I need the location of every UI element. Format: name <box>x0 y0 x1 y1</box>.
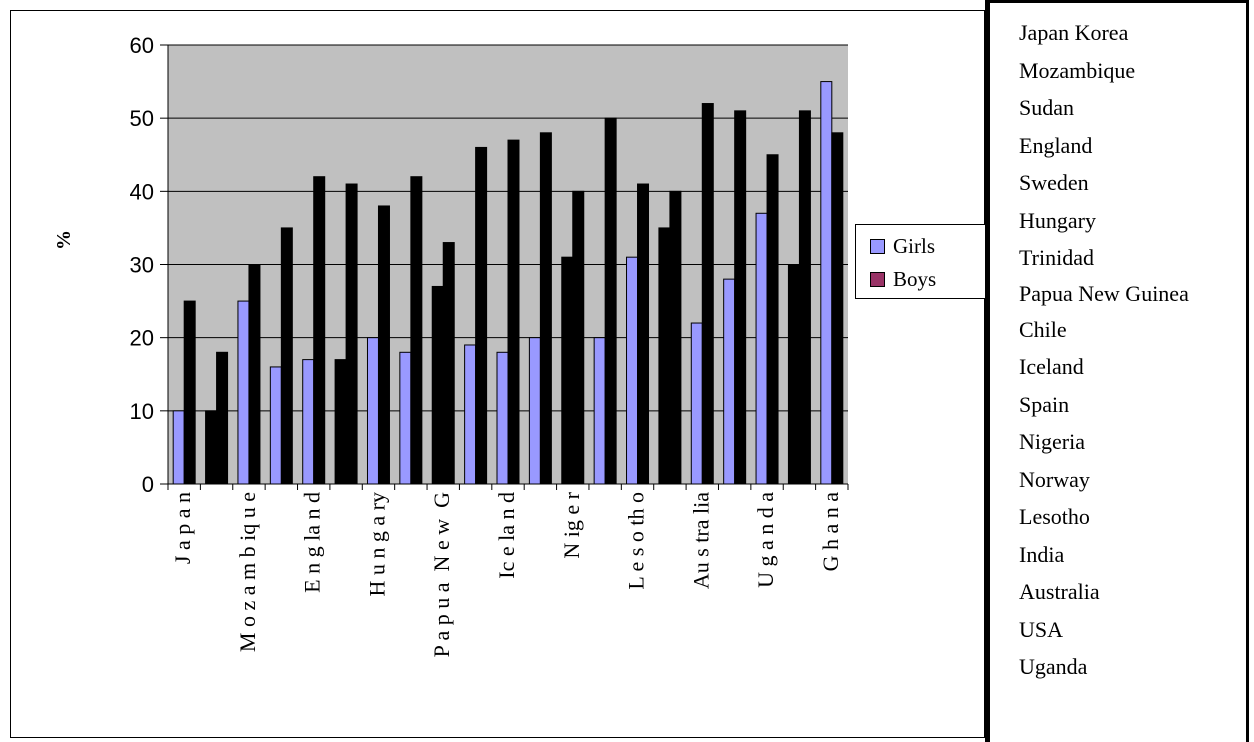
bar-girls <box>269 366 282 485</box>
legend-item-girls: Girls <box>870 233 935 259</box>
bar-boys <box>701 103 714 485</box>
bar-boys <box>248 264 261 485</box>
bar-boys <box>669 190 682 485</box>
country-list-panel: Japan Korea Mozambique Sudan England Swe… <box>985 0 1254 742</box>
x-tick-label: E n g la n d <box>300 492 325 593</box>
x-tick-label: L e s o th o <box>624 492 649 590</box>
x-tick-label: H u n g a ry <box>364 492 389 596</box>
legend-swatch-girls <box>870 238 885 254</box>
bar-boys <box>475 146 488 485</box>
bar-boys <box>183 300 196 485</box>
bar-girls <box>205 410 218 485</box>
panel-left-border <box>985 0 990 742</box>
y-tick-label: 60 <box>130 33 154 58</box>
bar-boys <box>410 176 423 485</box>
bar-boys <box>377 205 390 485</box>
bar-girls <box>820 81 833 485</box>
country-list-item: Uganda <box>1019 654 1088 679</box>
y-tick-label: 20 <box>130 326 154 351</box>
bar-boys <box>766 154 779 485</box>
bar-girls <box>496 351 509 485</box>
bar-girls <box>334 359 347 485</box>
bar-boys <box>507 139 520 485</box>
bar-girls <box>626 256 639 485</box>
bar-girls <box>431 285 444 485</box>
x-tick-label: J a p a n <box>170 492 195 564</box>
bar-boys <box>216 351 229 485</box>
bar-girls <box>690 322 703 485</box>
bar-boys <box>442 242 455 485</box>
country-list-item: England <box>1019 132 1093 158</box>
chart-legend: Girls Boys <box>855 224 987 299</box>
panel-top-border <box>985 0 1249 3</box>
bar-girls <box>464 344 477 485</box>
x-tick-label: N ig e r <box>559 491 584 558</box>
y-tick-label: 0 <box>142 472 154 497</box>
legend-swatch-boys <box>870 271 885 287</box>
country-list-item: Papua New Guinea <box>1019 280 1189 306</box>
bar-girls <box>172 410 185 485</box>
legend-label-girls: Girls <box>893 233 935 258</box>
y-tick-label: 40 <box>130 179 154 204</box>
country-list-item: Norway <box>1019 466 1090 492</box>
country-list-item: Mozambique <box>1019 57 1136 83</box>
bar-girls <box>302 359 315 485</box>
bar-girls <box>366 337 379 485</box>
bar-girls <box>561 256 574 485</box>
bar-girls <box>658 227 671 485</box>
bar-boys <box>280 227 293 485</box>
x-tick-label: M o z a m b iq u e <box>235 492 260 652</box>
country-list: Japan Korea Mozambique Sudan England Swe… <box>1019 14 1239 686</box>
bar-boys <box>798 110 811 485</box>
x-tick-label: Ic e la n d <box>494 492 519 579</box>
country-list-item: India <box>1019 541 1065 567</box>
bar-girls <box>723 278 736 485</box>
country-list-item: Chile <box>1019 316 1067 342</box>
y-tick-label: 10 <box>130 399 154 424</box>
bar-boys <box>734 110 747 485</box>
legend-item-boys: Boys <box>870 266 936 292</box>
country-list-item: Nigeria <box>1019 429 1085 454</box>
country-list-item: Iceland <box>1019 354 1084 379</box>
country-list-item: Japan Korea <box>1019 20 1129 45</box>
bar-girls <box>593 337 606 485</box>
y-tick-label: 30 <box>130 253 154 278</box>
x-tick-label: U g a n d a <box>753 492 778 588</box>
country-list-item: USA <box>1019 616 1064 642</box>
x-tick-label: P a p u a N e w G <box>429 492 454 657</box>
bar-girls <box>237 300 250 485</box>
y-tick-label: 50 <box>130 106 154 131</box>
panel-right-border <box>1246 0 1249 742</box>
bar-girls <box>755 212 768 485</box>
y-axis-label: % <box>53 230 75 250</box>
country-list-item: Sudan <box>1019 95 1074 120</box>
country-list-item: Trinidad <box>1019 245 1094 270</box>
country-list-item: Australia <box>1019 579 1100 604</box>
country-list-item: Hungary <box>1019 207 1096 233</box>
chart-frame <box>10 10 985 738</box>
legend-label-boys: Boys <box>893 266 937 291</box>
bar-boys <box>313 176 326 485</box>
x-tick-label: G h a n a <box>818 492 843 572</box>
bar-boys <box>539 132 552 485</box>
bar-girls <box>528 337 541 485</box>
bar-boys <box>637 183 650 485</box>
bar-boys <box>345 183 358 485</box>
country-list-item: Sweden <box>1019 170 1089 195</box>
x-tick-label: Au s tra lia <box>688 492 713 589</box>
country-list-item: Lesotho <box>1019 504 1090 529</box>
bar-girls <box>787 264 800 485</box>
bar-boys <box>604 117 617 485</box>
bar-girls <box>399 351 412 485</box>
country-list-item: Spain <box>1019 391 1070 417</box>
bar-boys <box>572 190 585 485</box>
bar-boys <box>831 132 844 485</box>
